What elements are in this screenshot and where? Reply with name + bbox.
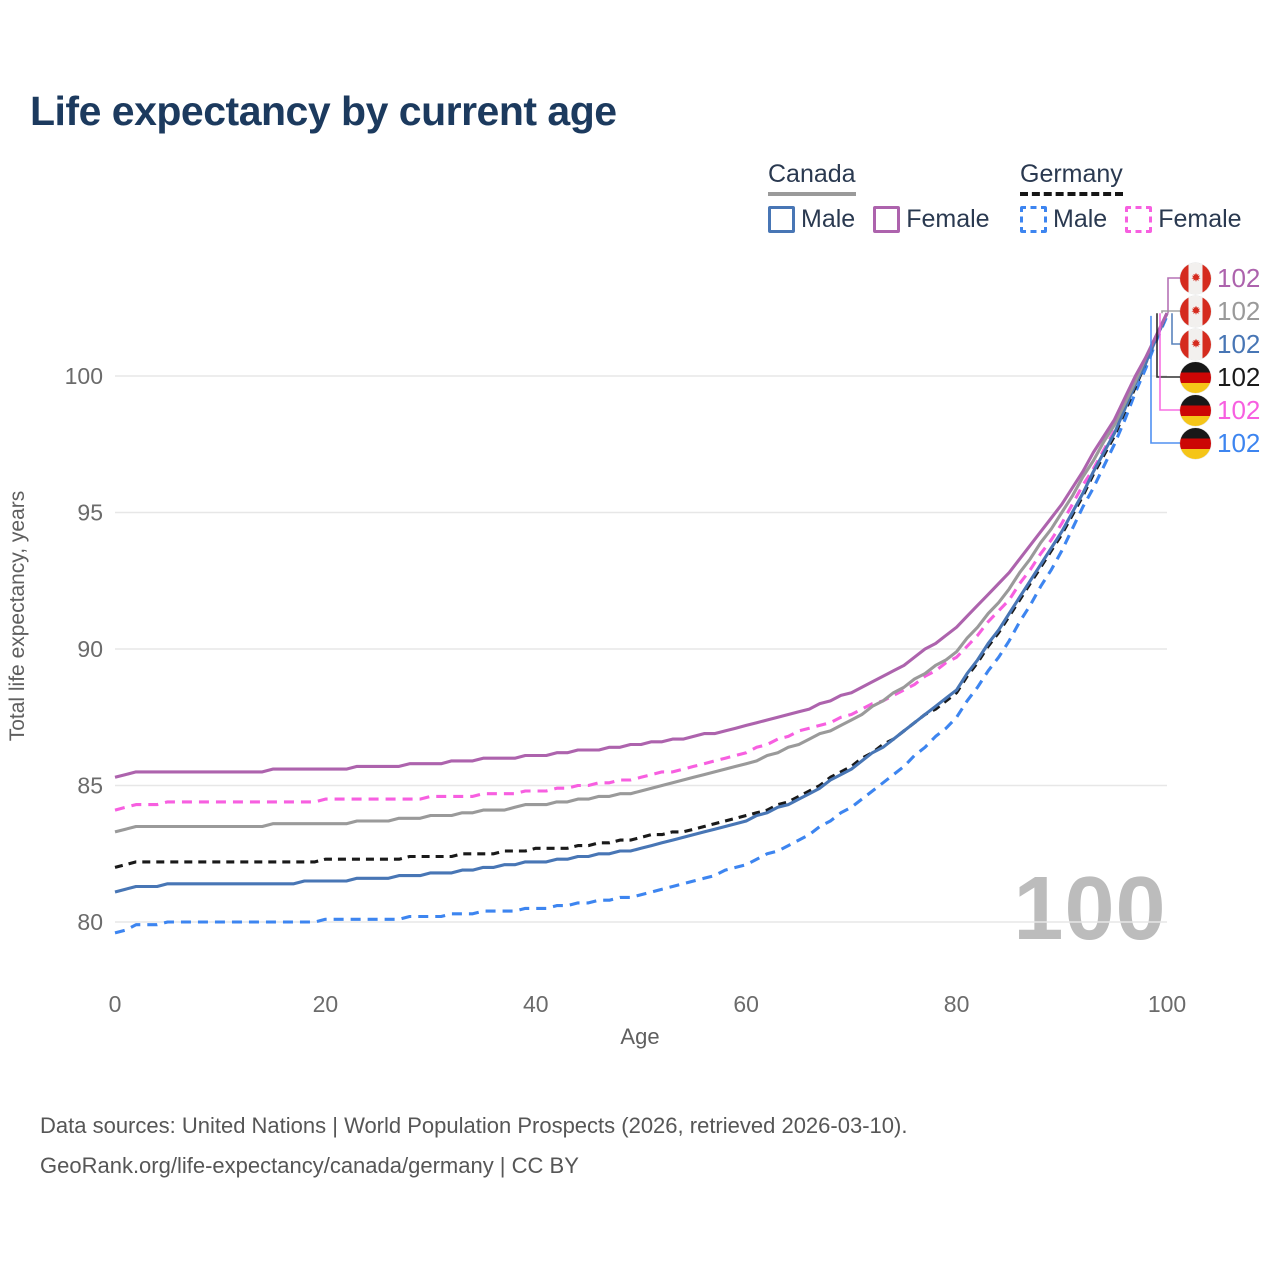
- legend-swatch-germany-female[interactable]: [1125, 206, 1153, 233]
- legend-group-germany: Germany Male Female: [1020, 160, 1242, 234]
- end-label-row-germany-female: 102: [1180, 394, 1260, 426]
- footer-link-line: GeoRank.org/life-expectancy/canada/germa…: [40, 1153, 579, 1179]
- y-tick-label-100: 100: [65, 363, 103, 389]
- germany-flag-icon: [1180, 394, 1211, 426]
- x-tick-label-40: 40: [523, 991, 549, 1017]
- legend-country-canada[interactable]: Canada: [768, 160, 856, 196]
- page-title: Life expectancy by current age: [30, 88, 617, 134]
- y-tick-label-95: 95: [77, 500, 103, 526]
- end-value-label: 102: [1217, 262, 1261, 293]
- series-line-germany-female[interactable]: [114, 312, 1169, 812]
- end-label-connector-germany-male: [1150, 315, 1180, 444]
- canada-flag-icon: [1180, 328, 1211, 360]
- legend-label-germany-female[interactable]: Female: [1158, 205, 1242, 233]
- end-label-row-germany-male: 102: [1180, 427, 1260, 459]
- end-label-row-germany-both-sexes: 102: [1180, 361, 1260, 393]
- germany-flag-icon: [1180, 361, 1211, 393]
- legend-label-germany-male[interactable]: Male: [1053, 205, 1108, 233]
- legend-swatch-germany-male[interactable]: [1020, 206, 1047, 233]
- germany-flag-icon: [1180, 427, 1211, 459]
- series-line-germany-both-sexes[interactable]: [114, 312, 1169, 869]
- x-axis-title: Age: [620, 1024, 660, 1049]
- legend-group-canada: Canada Male Female: [768, 160, 990, 234]
- end-label-row-canada-male: 102: [1180, 328, 1260, 360]
- end-label-connector-germany-female: [1159, 313, 1180, 411]
- y-tick-label-80: 80: [77, 909, 103, 935]
- end-label-row-canada-both-sexes: 102: [1180, 295, 1260, 327]
- footer-source-line: Data sources: United Nations | World Pop…: [40, 1113, 908, 1138]
- y-tick-label-85: 85: [77, 773, 103, 799]
- end-value-label: 102: [1217, 328, 1261, 359]
- end-label-connector-canada-both-sexes: [1161, 310, 1180, 314]
- x-tick-label-20: 20: [313, 991, 339, 1017]
- maple-leaf-icon: [1191, 338, 1200, 348]
- end-label-connector-canada-female: [1167, 277, 1180, 314]
- canada-flag-icon: [1180, 295, 1211, 327]
- legend-swatch-canada-female[interactable]: [873, 206, 901, 233]
- series-line-germany-male[interactable]: [114, 315, 1169, 935]
- legend-swatch-canada-male[interactable]: [768, 206, 795, 233]
- series-line-canada-male[interactable]: [114, 312, 1169, 894]
- end-label-row-canada-female: 102: [1180, 262, 1260, 294]
- x-tick-label-80: 80: [944, 991, 970, 1017]
- maple-leaf-icon: [1191, 305, 1200, 315]
- series-line-canada-female[interactable]: [114, 312, 1169, 779]
- canada-flag-icon: [1180, 262, 1211, 294]
- end-value-label: 102: [1217, 295, 1261, 326]
- x-tick-label-100: 100: [1148, 991, 1186, 1017]
- end-label-connector-germany-both-sexes: [1156, 313, 1180, 378]
- maple-leaf-icon: [1191, 272, 1200, 282]
- legend-label-canada-male[interactable]: Male: [801, 205, 856, 233]
- end-value-label: 102: [1217, 427, 1261, 458]
- series-line-canada-both-sexes[interactable]: [114, 312, 1169, 834]
- y-tick-label-90: 90: [77, 636, 103, 662]
- y-axis-title: Total life expectancy, years: [6, 490, 29, 742]
- end-label-connector-canada-male: [1171, 313, 1180, 345]
- end-value-label: 102: [1217, 361, 1261, 392]
- age-counter-watermark: 100: [1013, 859, 1167, 959]
- x-tick-label-60: 60: [733, 991, 759, 1017]
- legend-label-canada-female[interactable]: Female: [906, 205, 990, 233]
- x-tick-label-0: 0: [109, 991, 122, 1017]
- footer: Data sources: United Nations | World Pop…: [40, 1106, 907, 1186]
- legend-country-germany[interactable]: Germany: [1020, 160, 1123, 196]
- end-value-label: 102: [1217, 394, 1261, 425]
